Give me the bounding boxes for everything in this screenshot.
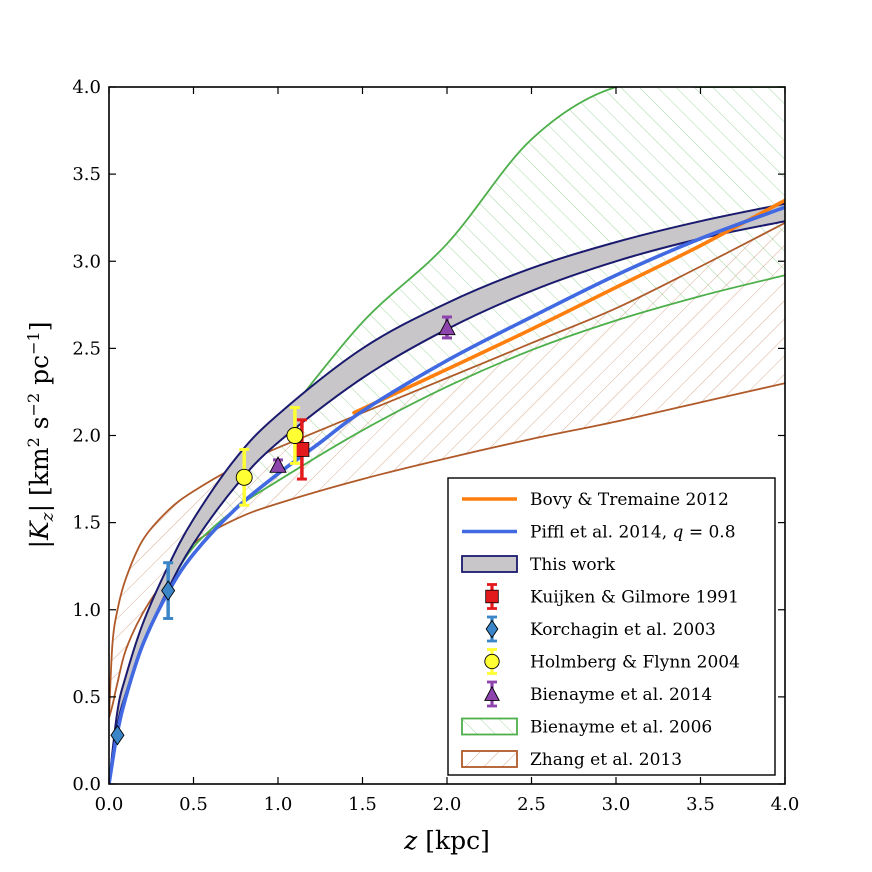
legend-item-0: Bovy & Tremaine 2012: [462, 490, 729, 510]
zhang-2013-lower-edge: [109, 382, 785, 719]
legend-item-7: Bienayme et al. 2006: [461, 717, 712, 738]
legend-label: Bienayme et al. 2006: [530, 718, 712, 738]
data-point-4: [286, 406, 304, 465]
legend-hatch-swatch: [461, 750, 518, 768]
plot-area: [109, 87, 785, 784]
legend-label: Bovy & Tremaine 2012: [530, 490, 729, 510]
x-axis-title-unit: [kpc]: [417, 826, 490, 855]
x-tick-label: 1.0: [264, 794, 293, 815]
y-axis-title-sub: z: [38, 511, 58, 522]
zhang-2013-band-fill: [109, 222, 785, 718]
x-tick-label: 2.5: [517, 794, 546, 815]
bovy-tremaine-2012-line: [352, 198, 785, 415]
legend-label: This work: [530, 555, 616, 575]
legend-diamond-marker: [485, 619, 499, 639]
x-axis-title-var: z: [403, 826, 418, 855]
y-axis-title-sup-1: −1: [24, 331, 43, 355]
piffl-2014-line: [109, 205, 785, 784]
x-tick-label: 3.0: [602, 794, 631, 815]
y-axis-title-bar: | [km: [25, 447, 55, 512]
y-axis-title-s: s: [25, 416, 54, 437]
y-tick-label: 0.0: [72, 774, 101, 795]
circle-marker: [286, 427, 304, 444]
legend-circle-marker: [484, 653, 500, 670]
y-tick-label: 4.0: [72, 77, 101, 98]
legend-label: Bienayme et al. 2014: [530, 685, 712, 705]
x-tick-label: 4.0: [771, 794, 800, 815]
y-axis-title-lhs: |: [25, 540, 55, 548]
y-tick-label: 3.0: [72, 251, 101, 272]
y-axis-title-sup-2: −2: [24, 393, 43, 417]
y-axis-title: |Kz| [km2 s−2 pc−1]: [24, 322, 58, 549]
y-tick-label: 0.5: [72, 687, 101, 708]
x-tick-label: 0.0: [95, 794, 124, 815]
diamond-marker: [110, 724, 125, 746]
data-point-3: [235, 447, 253, 507]
legend-label: Kuijken & Gilmore 1991: [530, 588, 739, 608]
x-tick-label: 2.0: [433, 794, 462, 815]
data-point-2: [161, 561, 176, 620]
legend-square-marker: [485, 589, 499, 604]
legend-band-swatch: [461, 555, 518, 573]
legend-label: Zhang et al. 2013: [530, 750, 682, 770]
y-axis-title-pc: pc: [25, 355, 54, 393]
legend-item-1: Piffl et al. 2014, q = 0.8: [462, 523, 736, 543]
y-axis-title-sup2: 2: [24, 437, 43, 447]
this-work-upper-edge: [109, 202, 785, 784]
data-point-6: [438, 315, 456, 340]
legend-item-8: Zhang et al. 2013: [461, 750, 682, 770]
legend-label: Piffl et al. 2014, q = 0.8: [530, 523, 736, 543]
y-axis-title-var: K: [25, 520, 54, 541]
y-tick-label: 2.5: [72, 338, 101, 359]
x-tick-label: 0.5: [179, 794, 208, 815]
legend-item-6: Bienayme et al. 2014: [484, 680, 712, 708]
y-tick-label: 1.5: [72, 513, 101, 534]
legend-item-4: Korchagin et al. 2003: [485, 615, 716, 643]
y-tick-label: 3.5: [72, 164, 101, 185]
x-axis-title: z [kpc]: [403, 826, 490, 855]
circle-marker: [235, 468, 253, 486]
legend-label: Holmberg & Flynn 2004: [530, 653, 740, 673]
y-tick-label: 2.0: [72, 426, 101, 447]
x-tick-label: 3.5: [686, 794, 715, 815]
legend-triangle-marker: [484, 685, 500, 701]
x-tick-label: 1.5: [348, 794, 377, 815]
data-point-5: [269, 456, 287, 473]
triangle-marker: [269, 456, 287, 473]
legend-item-3: Kuijken & Gilmore 1991: [485, 583, 739, 610]
legend-hatch-swatch: [461, 717, 518, 736]
data-point-1: [110, 724, 125, 746]
triangle-marker: [438, 318, 456, 336]
diamond-marker: [161, 580, 176, 601]
legend-item-5: Holmberg & Flynn 2004: [484, 648, 740, 675]
square-marker: [294, 442, 310, 457]
y-tick-label: 1.0: [72, 600, 101, 621]
y-axis-title-close: ]: [25, 322, 54, 332]
legend: Bovy & Tremaine 2012 Piffl et al. 2014, q…: [447, 477, 776, 776]
legend-item-2: This work: [461, 555, 616, 575]
legend-label: Korchagin et al. 2003: [530, 620, 716, 640]
